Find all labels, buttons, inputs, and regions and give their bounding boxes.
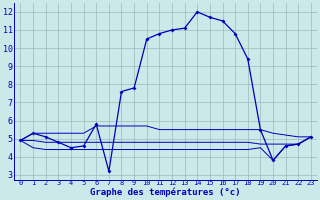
X-axis label: Graphe des températures (°c): Graphe des températures (°c) — [91, 188, 241, 197]
